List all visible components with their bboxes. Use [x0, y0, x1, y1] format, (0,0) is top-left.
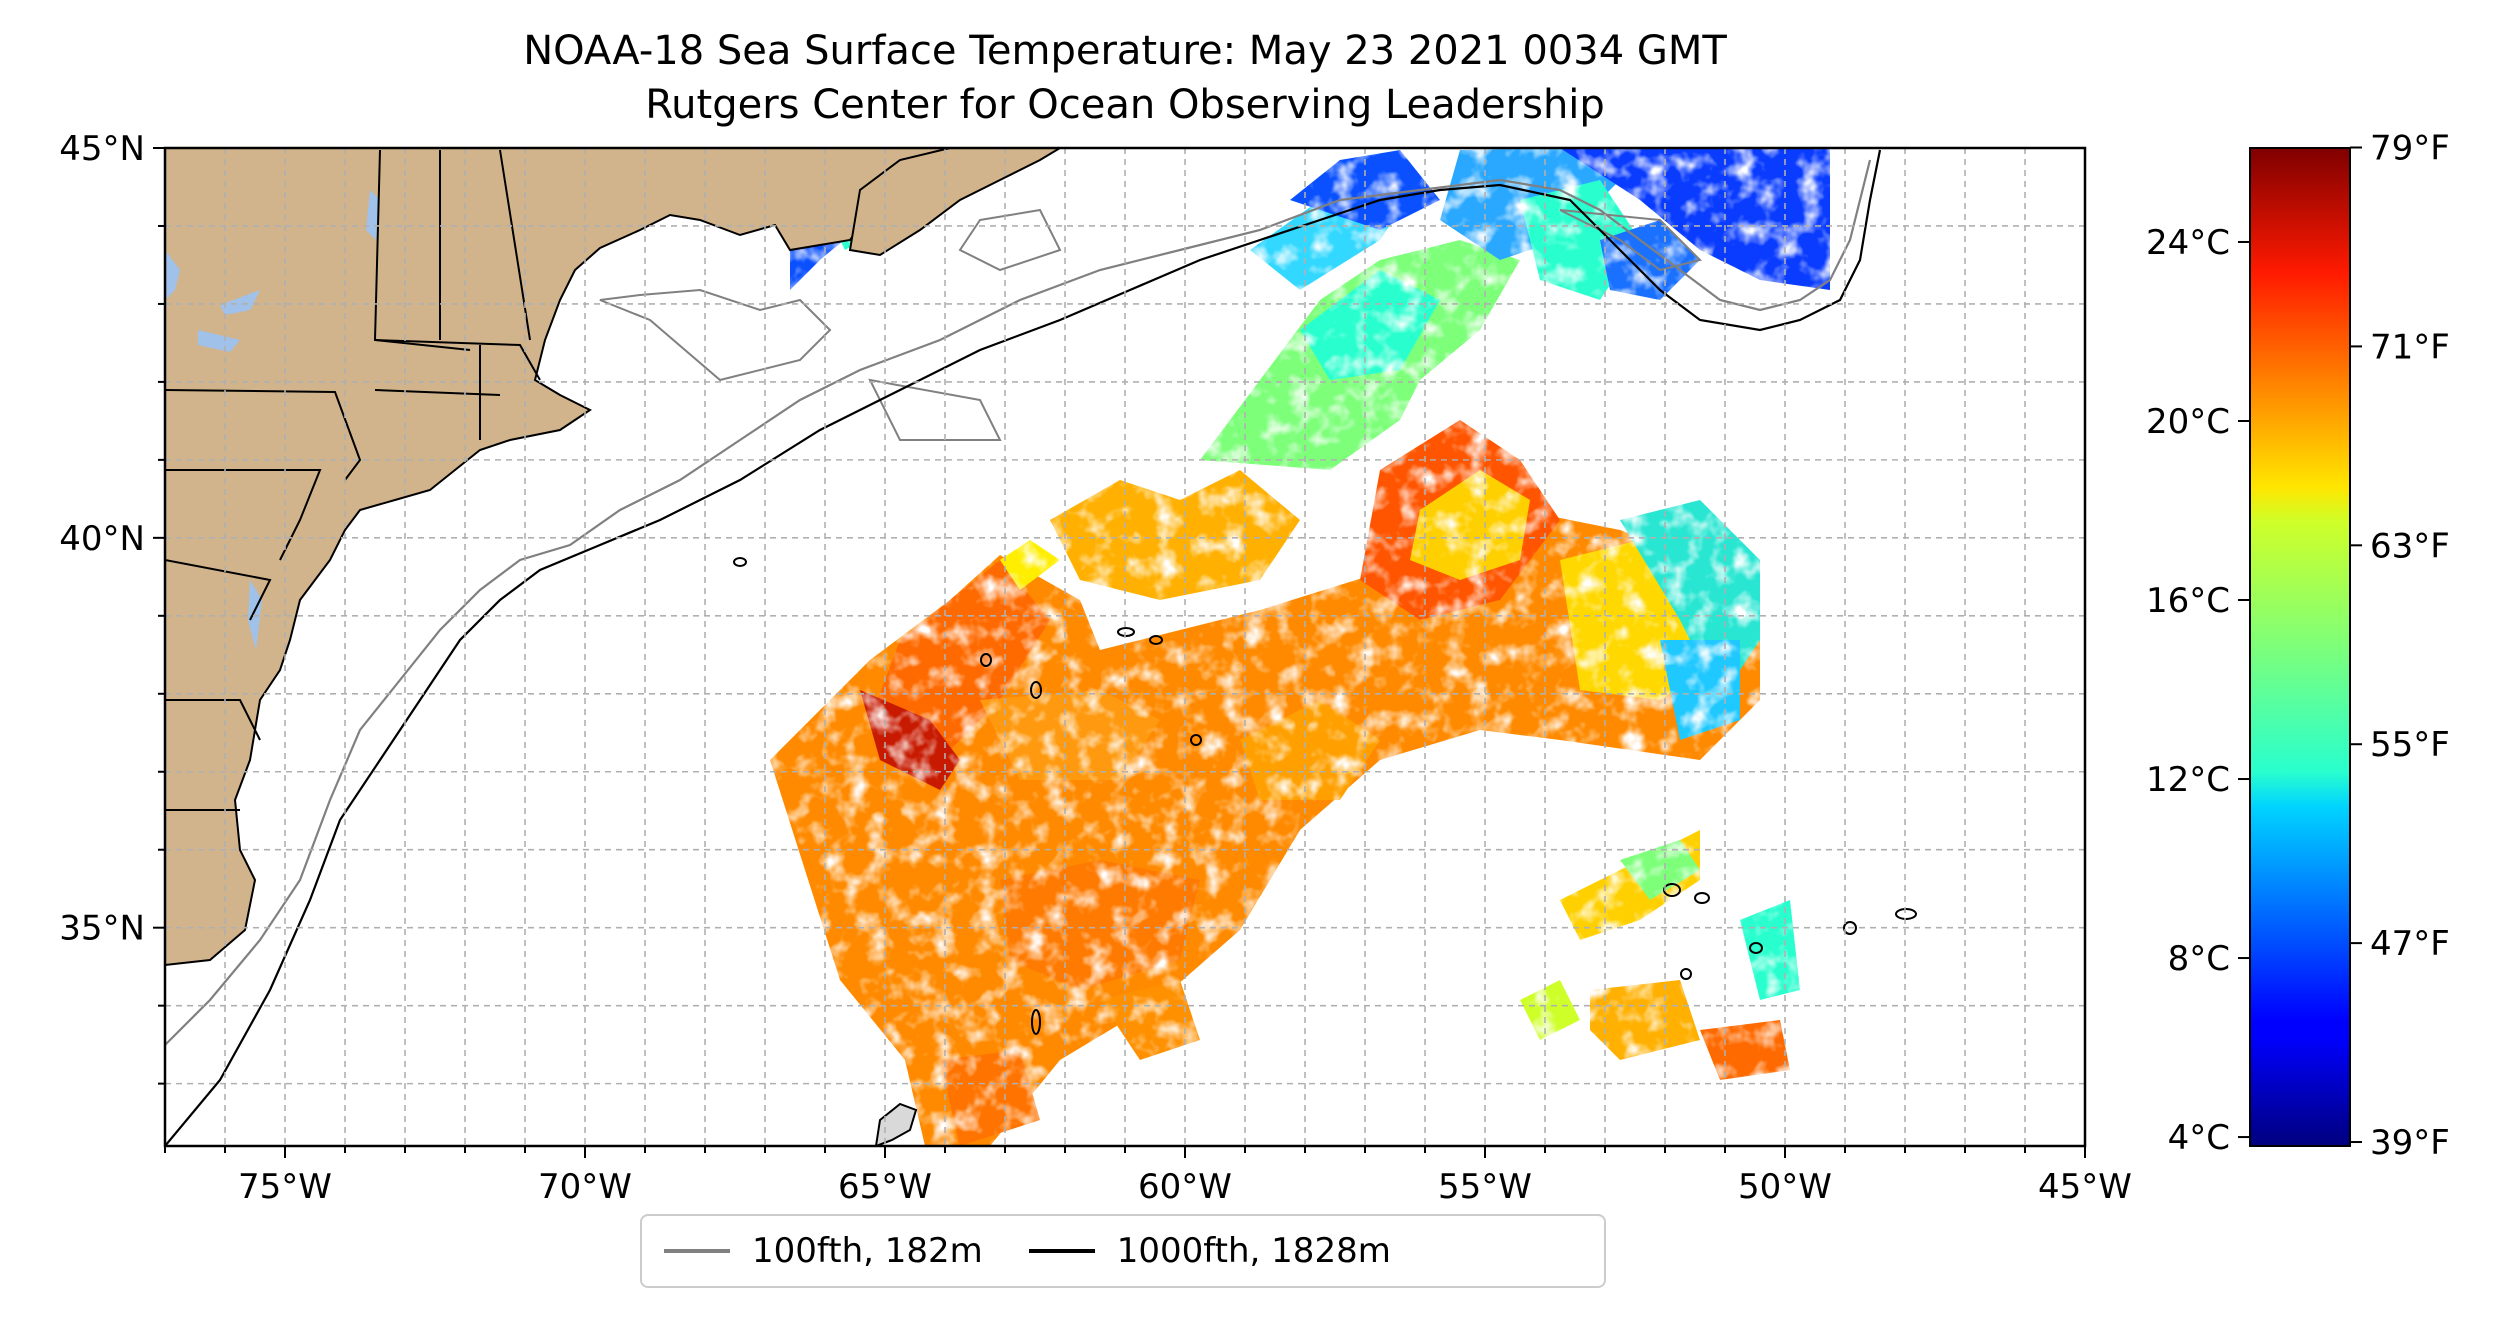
lon-tick-label: 55°W: [1438, 1167, 1532, 1207]
temperature-colorbar: 4°C 8°C 12°C 16°C 20°C 24°C 39°F 47°F 55°F 63°F 71…: [2146, 129, 2450, 1164]
fahrenheit-tick-label: 63°F: [2370, 526, 2450, 566]
lon-tick-label: 65°W: [838, 1167, 932, 1207]
fahrenheit-tick-label: 79°F: [2370, 129, 2450, 169]
colorbar-frame: [2249, 147, 2351, 1147]
legend-label-1000fth: 1000fth, 1828m: [1116, 1231, 1391, 1271]
seamounts: [733, 557, 1917, 1146]
land-mass: [165, 148, 1062, 967]
legend-label-100fth: 100fth, 182m: [752, 1231, 983, 1271]
fahrenheit-tick-label: 71°F: [2370, 327, 2450, 367]
lat-tick-label: 40°N: [59, 519, 145, 559]
legend-item-100fth: 100fth, 182m: [664, 1231, 983, 1271]
isobath-100fth-shoals: [599, 208, 1702, 441]
map-axis-ticks: 75°W 70°W 65°W 60°W 55°W 50°W 45°W 35°N 40°N 45°N: [59, 129, 2132, 1207]
state-borders: [165, 149, 541, 811]
legend-line-100fth: [664, 1249, 730, 1253]
celsius-tick-label: 12°C: [2146, 760, 2230, 800]
celsius-tick-label: 20°C: [2146, 402, 2230, 442]
fahrenheit-tick-label: 47°F: [2370, 924, 2450, 964]
lon-tick-label: 70°W: [538, 1167, 632, 1207]
celsius-tick-label: 16°C: [2146, 581, 2230, 621]
isobath-100fth: [165, 159, 1872, 1046]
colorbar-gradient: [2250, 148, 2350, 1146]
lat-tick-label: 35°N: [59, 909, 145, 949]
lat-tick-label: 45°N: [59, 129, 145, 169]
lon-tick-label: 75°W: [238, 1167, 332, 1207]
map-subtitle: Rutgers Center for Ocean Observing Leade…: [645, 82, 1605, 128]
lakes: [165, 190, 380, 650]
lon-tick-label: 50°W: [1738, 1167, 1832, 1207]
isobath-1000fth: [165, 149, 1882, 1146]
isobath-legend: 100fth, 182m 1000fth, 1828m: [640, 1214, 1606, 1288]
lon-tick-label: 60°W: [1138, 1167, 1232, 1207]
celsius-tick-label: 4°C: [2168, 1118, 2230, 1158]
legend-line-1000fth: [1028, 1249, 1095, 1253]
fahrenheit-tick-label: 55°F: [2370, 725, 2450, 765]
fahrenheit-tick-label: 39°F: [2370, 1123, 2450, 1163]
celsius-tick-label: 8°C: [2168, 939, 2230, 979]
lat-lon-gridlines: [165, 148, 2085, 1146]
colorbar-ticks: 4°C 8°C 12°C 16°C 20°C 24°C 39°F 47°F 55°F 63°F 71…: [2146, 129, 2450, 1164]
lon-tick-label: 45°W: [2038, 1167, 2132, 1207]
celsius-tick-label: 24°C: [2146, 223, 2230, 263]
legend-item-1000fth: 1000fth, 1828m: [1028, 1231, 1391, 1271]
map-title: NOAA-18 Sea Surface Temperature: May 23 …: [523, 28, 1727, 74]
